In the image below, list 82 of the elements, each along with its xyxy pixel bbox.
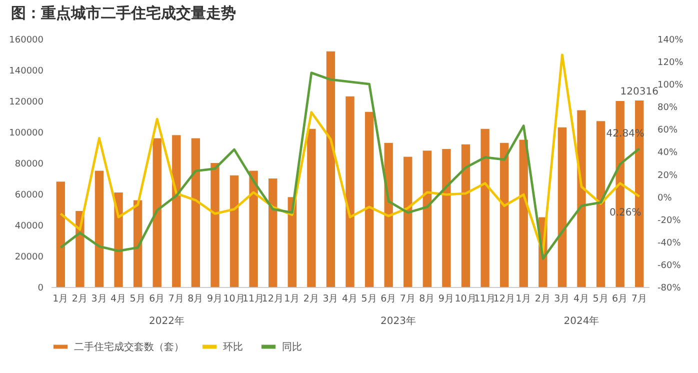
bar	[268, 178, 278, 287]
x-tick-label: 9月	[206, 294, 223, 304]
x-tick-label: 4月	[110, 294, 127, 304]
bar	[442, 149, 451, 287]
bar	[172, 135, 181, 287]
x-tick-label: 5月	[130, 294, 146, 304]
y2-tick-label: 20%	[658, 170, 678, 181]
y-tick-label: 60000	[14, 190, 44, 200]
y-tick-label: 120000	[9, 98, 44, 108]
bar	[384, 142, 393, 287]
bar	[249, 170, 258, 287]
bar	[114, 192, 123, 287]
text: 2024年	[564, 315, 600, 327]
x-tick-label: 4月	[342, 294, 358, 304]
x-tick-label: 7月	[168, 294, 184, 304]
x-tick-label: 3月	[554, 294, 570, 304]
bar	[422, 150, 432, 287]
x-tick-label: 5月	[592, 294, 609, 304]
bar	[152, 138, 162, 287]
bar	[500, 142, 509, 287]
y2-tick-label: 60%	[658, 126, 678, 136]
x-tick-label: 4月	[573, 294, 590, 304]
bar	[519, 140, 528, 287]
bar	[230, 175, 239, 287]
y2-tick-label: 40%	[658, 148, 678, 158]
x-tick-label: 1月	[516, 294, 532, 304]
y2-tick-label: -40%	[658, 238, 682, 248]
bar	[191, 138, 200, 287]
y2-tick-label: 100%	[658, 80, 684, 91]
bar	[364, 112, 374, 287]
text: 2022年	[149, 315, 184, 327]
bar	[577, 110, 586, 287]
data-label: 120316	[620, 86, 658, 98]
x-tick-label: 7月	[631, 294, 648, 304]
y-tick-label: 20000	[14, 252, 44, 262]
bar	[404, 156, 412, 287]
bar	[480, 128, 490, 287]
bar	[307, 128, 316, 287]
y-tick-label: 40000	[14, 222, 44, 232]
bar	[461, 144, 470, 287]
x-tick-label: 3月	[322, 294, 339, 304]
x-tick-label: 6月	[612, 294, 628, 304]
x-tick-label: 9月	[438, 294, 454, 304]
y-tick-label: 160000	[9, 36, 44, 46]
x-tick-label: 2月	[303, 294, 320, 304]
bar	[56, 182, 65, 287]
x-tick-label: 7月	[400, 294, 416, 304]
bar	[133, 200, 142, 287]
bar	[326, 51, 336, 287]
bar	[346, 96, 354, 287]
bar	[210, 163, 220, 287]
bar	[596, 121, 606, 287]
x-tick-label: 2月	[534, 294, 551, 304]
bar	[558, 127, 567, 287]
y2-tick-label: 140%	[658, 36, 684, 46]
x-tick-label: 5月	[361, 294, 378, 304]
legend-label: 二手住宅成交套数（套）	[74, 340, 184, 353]
chart-title: 图：重点城市二手住宅成交量走势	[11, 4, 236, 22]
y-tick-label: 80000	[14, 160, 44, 170]
y2-tick-label: 80%	[658, 103, 678, 114]
y2-tick-label: -20%	[658, 216, 682, 226]
y2-tick-label: -60%	[658, 260, 682, 271]
y2-tick-label: -80%	[658, 284, 682, 294]
legend-label: 环比	[223, 340, 243, 353]
y-tick-label: 0	[38, 284, 44, 294]
x-tick-label: 8月	[188, 294, 204, 304]
y-tick-label: 100000	[9, 128, 44, 138]
y-tick-label: 140000	[9, 66, 44, 76]
x-tick-label: 12月	[493, 294, 516, 304]
legend-label: 同比	[282, 340, 302, 353]
y2-tick-label: 120%	[658, 58, 684, 68]
x-tick-label: 6月	[149, 294, 166, 304]
x-tick-label: 8月	[419, 294, 436, 304]
x-tick-label: 6月	[380, 294, 397, 304]
y2-tick-label: 0%	[658, 193, 672, 204]
x-tick-label: 12月	[262, 294, 284, 304]
x-tick-label: 1月	[52, 294, 69, 304]
bar	[94, 170, 104, 287]
x-tick-label: 2月	[72, 294, 88, 304]
x-tick-label: 1月	[284, 294, 300, 304]
text: 2023年	[380, 315, 416, 327]
x-tick-label: 3月	[91, 294, 108, 304]
